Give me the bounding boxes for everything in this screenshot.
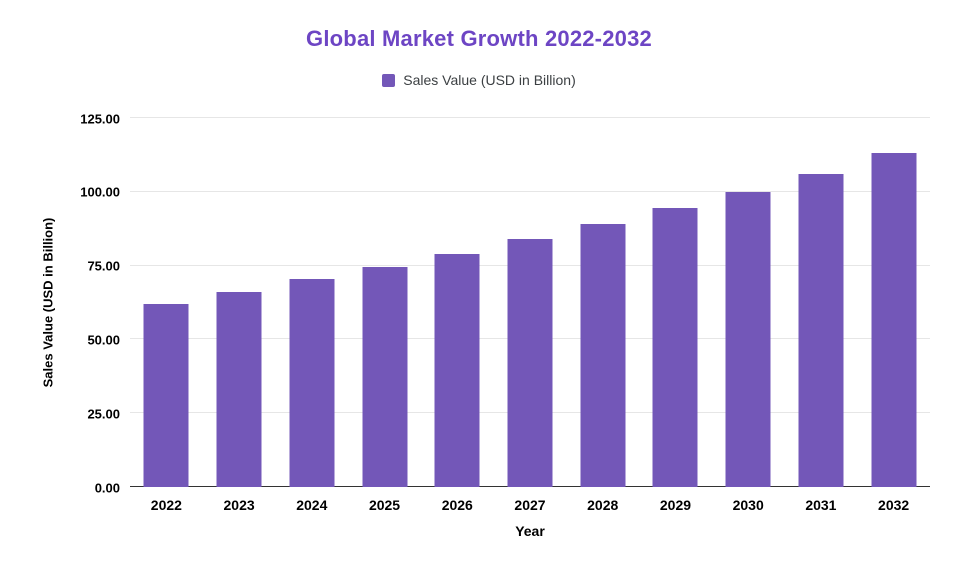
x-tick-label: 2031 <box>805 497 837 513</box>
bar <box>434 253 480 487</box>
bar <box>362 267 408 487</box>
bar <box>580 224 626 487</box>
gridline <box>130 190 930 192</box>
legend-label: Sales Value (USD in Billion) <box>403 72 576 88</box>
y-tick-label: 125.00 <box>80 111 120 126</box>
chart-title: Global Market Growth 2022-2032 <box>306 26 652 51</box>
bar <box>798 174 844 487</box>
x-tick-label: 2030 <box>732 497 764 513</box>
bar <box>871 153 917 487</box>
y-tick-label: 0.00 <box>94 480 120 495</box>
bar <box>725 191 771 487</box>
y-tick-label: 50.00 <box>87 332 120 348</box>
x-tick-label: 2023 <box>223 497 255 513</box>
bar <box>652 208 698 487</box>
x-tick-label: 2025 <box>368 497 401 513</box>
x-tick-label: 2022 <box>150 497 182 513</box>
y-axis-title: Sales Value (USD in Billion) <box>38 118 58 487</box>
x-tick-label: 2032 <box>878 497 910 513</box>
y-tick-label: 75.00 <box>87 258 120 274</box>
y-tick-label: 25.00 <box>87 406 120 422</box>
gridline <box>130 117 930 118</box>
x-tick-label: 2026 <box>441 497 473 513</box>
y-axis-title-text: Sales Value (USD in Billion) <box>40 217 56 388</box>
plot-area: 0.00 25.00 50.00 75.00 100.00 125.00 2022 2023 2… <box>80 111 930 513</box>
x-axis-title: Year <box>515 523 545 539</box>
x-tick-label: 2028 <box>587 497 619 513</box>
legend-swatch-icon <box>382 73 396 87</box>
legend: Sales Value (USD in Billion) <box>0 72 958 88</box>
x-tick-label: 2027 <box>514 497 546 513</box>
bar <box>216 292 262 487</box>
y-tick-label: 100.00 <box>80 184 120 200</box>
x-tick-label: 2029 <box>659 497 692 513</box>
bar <box>507 239 553 487</box>
bar <box>143 303 189 487</box>
x-tick-label: 2024 <box>296 497 328 513</box>
bar <box>289 278 335 487</box>
